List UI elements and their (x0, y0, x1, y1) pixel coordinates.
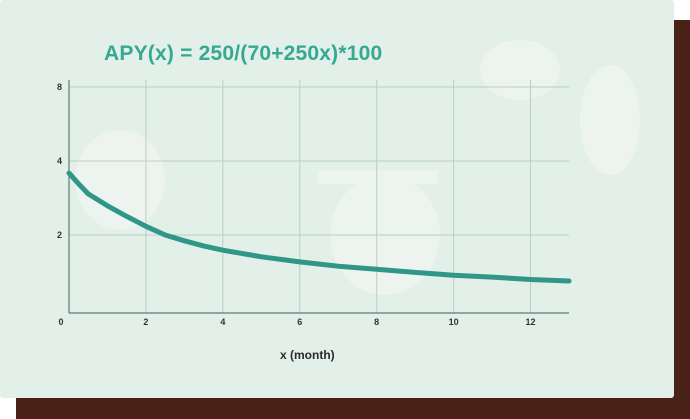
x-tick-label: 8 (374, 317, 379, 327)
series-line (66, 170, 572, 284)
x-tick-label: 12 (526, 317, 536, 327)
chart-title: APY(x) = 250/(70+250x)*100 (104, 42, 383, 65)
x-axis-label: x (month) (280, 348, 335, 362)
x-tick-label: 4 (220, 317, 225, 327)
x-tick-label: 2 (143, 317, 148, 327)
x-tick-label: 0 (58, 317, 63, 327)
x-tick-label: 6 (297, 317, 302, 327)
x-tick-label: 10 (449, 317, 459, 327)
y-tick-label: 2 (57, 230, 62, 240)
y-tick-label: 4 (57, 156, 62, 166)
y-tick-label: 8 (57, 82, 62, 92)
chart-plot: 0 2 4 6 8 10 12 8 4 2 (57, 80, 572, 327)
chart-card: APY(x) = 250/(70+250x)*100 0 2 4 6 8 10 12 8 4 2 … (0, 0, 674, 398)
